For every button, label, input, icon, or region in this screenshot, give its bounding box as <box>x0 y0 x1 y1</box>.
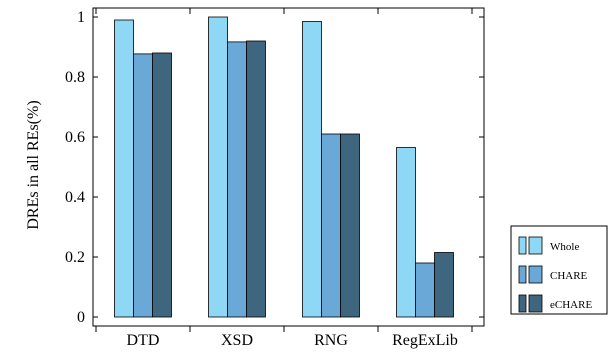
y-tick-label: 0 <box>77 309 85 326</box>
x-tick-label-xsd: XSD <box>221 332 253 349</box>
legend-swatch-whole <box>518 236 527 255</box>
bar-chare-xsd <box>227 41 247 318</box>
legend: Whole CHARE eCHARE <box>510 225 608 315</box>
x-tick-label-rng: RNG <box>314 332 348 349</box>
legend-label-echare: eCHARE <box>550 299 592 311</box>
y-tick-label: 0.4 <box>65 189 85 206</box>
legend-swatch-chare-b <box>528 265 543 284</box>
y-tick-label: 0.2 <box>65 249 85 266</box>
legend-swatch-whole-b <box>528 236 543 255</box>
x-tick-label-dtd: DTD <box>127 332 160 349</box>
bar-whole-dtd <box>114 19 134 318</box>
bar-chare-dtd <box>133 53 153 318</box>
bar-chare-regexlib <box>415 262 435 318</box>
legend-swatch-echare <box>518 294 527 313</box>
x-tick-label-regexlib: RegExLib <box>392 332 458 349</box>
bar-echare-xsd <box>246 40 266 318</box>
bar-echare-dtd <box>152 52 172 318</box>
plot-frame <box>92 7 485 327</box>
bar-whole-regexlib <box>396 147 416 318</box>
legend-label-whole: Whole <box>550 241 579 253</box>
legend-swatch-chare <box>518 265 527 284</box>
y-tick-label: 1 <box>77 9 85 26</box>
plot-area <box>114 16 454 318</box>
bar-echare-rng <box>340 133 360 318</box>
y-axis-title: DREs in all REs(%) <box>25 100 42 229</box>
legend-label-chare: CHARE <box>550 270 588 282</box>
bar-echare-regexlib <box>434 252 454 318</box>
bar-chare-rng <box>321 133 341 318</box>
y-tick-label: 0.8 <box>65 69 85 86</box>
bar-whole-xsd <box>208 16 228 318</box>
legend-box <box>510 225 608 315</box>
y-tick-label: 0.6 <box>65 129 85 146</box>
legend-swatch-echare-b <box>528 294 543 313</box>
axes: 0 0.2 0.4 0.6 0.8 1 DTD XSD RNG RegExLib <box>65 7 485 349</box>
bar-whole-rng <box>302 21 322 318</box>
